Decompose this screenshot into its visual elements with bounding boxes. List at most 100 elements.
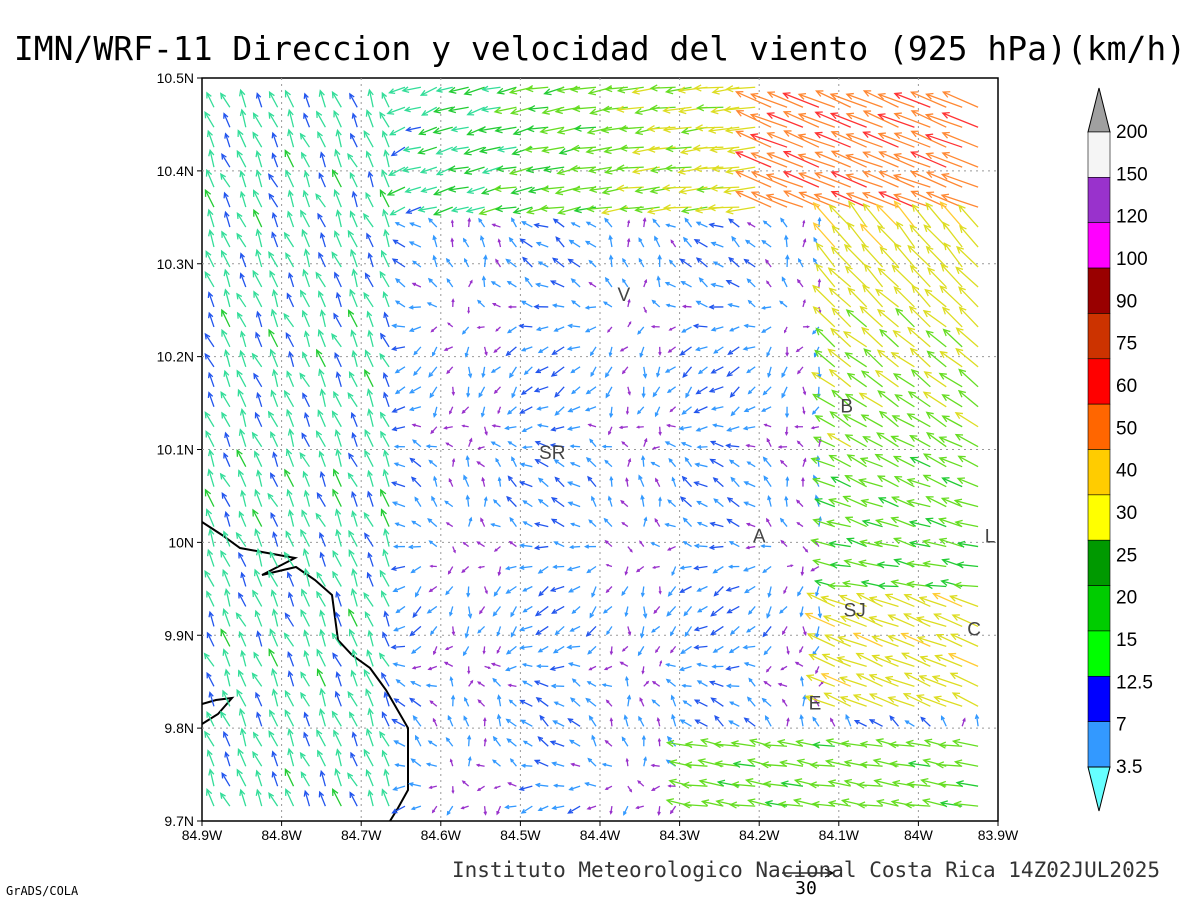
wind-vector xyxy=(616,105,644,113)
wind-vector xyxy=(432,646,438,656)
wind-vector xyxy=(238,551,247,567)
wind-vector xyxy=(467,217,472,228)
wind-vector xyxy=(367,408,374,427)
wind-vector xyxy=(382,631,390,647)
wind-vector xyxy=(935,633,963,647)
wind-vector xyxy=(943,242,963,268)
wind-vector xyxy=(893,242,915,268)
wind-vector xyxy=(348,549,358,567)
wind-vector xyxy=(551,605,565,614)
wind-vector xyxy=(412,606,422,619)
wind-vector xyxy=(392,585,406,593)
wind-vector xyxy=(781,626,788,636)
wind-vector xyxy=(491,759,501,767)
wind-vector xyxy=(220,628,231,647)
wind-vector xyxy=(549,280,565,288)
wind-vector xyxy=(206,749,215,767)
wind-vector xyxy=(723,105,756,114)
wind-vector xyxy=(236,292,247,308)
wind-vector xyxy=(207,468,215,487)
wind-vector xyxy=(285,252,295,268)
wind-vector xyxy=(806,633,836,647)
wind-vector xyxy=(709,440,724,448)
wind-vector xyxy=(507,305,517,309)
wind-vector xyxy=(208,691,215,707)
wind-vector xyxy=(351,648,358,667)
wind-vector xyxy=(493,386,501,394)
wind-vector xyxy=(287,509,295,527)
wind-vector xyxy=(802,386,807,396)
wind-vector xyxy=(859,457,883,468)
wind-vector xyxy=(879,246,899,268)
wind-vector xyxy=(827,348,852,368)
wind-vector xyxy=(941,415,963,428)
wind-vector xyxy=(549,665,565,671)
wind-vector xyxy=(205,430,215,448)
wind-vector xyxy=(812,222,836,248)
wind-vector xyxy=(207,291,215,308)
wind-vector xyxy=(566,426,581,431)
wind-vector xyxy=(332,570,342,587)
wind-vector xyxy=(666,545,676,551)
wind-vector xyxy=(383,391,390,407)
wind-vector xyxy=(631,146,660,155)
wind-vector xyxy=(922,453,947,468)
wind-vector xyxy=(523,366,533,376)
wind-vector xyxy=(255,769,263,787)
wind-vector xyxy=(643,278,648,288)
wind-vector xyxy=(806,592,836,608)
wind-vector xyxy=(550,497,565,508)
wind-vector xyxy=(390,481,406,488)
wind-vector xyxy=(887,696,915,707)
wind-vector xyxy=(447,566,454,575)
wind-vector xyxy=(845,92,883,108)
wind-vector xyxy=(447,714,454,727)
wind-vector xyxy=(567,323,581,329)
wind-vector xyxy=(571,300,581,308)
wind-vector xyxy=(653,606,661,615)
wind-vector xyxy=(285,169,295,188)
wind-vector xyxy=(404,186,422,194)
wind-vector xyxy=(522,605,533,613)
wind-vector xyxy=(710,326,724,332)
wind-vector xyxy=(505,665,517,672)
wind-vector xyxy=(605,586,613,594)
wind-vector xyxy=(351,490,358,507)
wind-vector xyxy=(303,731,311,747)
wind-vector xyxy=(698,778,724,787)
wind-vector xyxy=(350,329,358,348)
wind-vector xyxy=(906,477,931,488)
wind-vector xyxy=(831,389,852,408)
wind-vector xyxy=(815,242,836,268)
wind-vector xyxy=(379,730,390,747)
wind-vector xyxy=(239,408,247,427)
wind-vector xyxy=(403,106,422,113)
wind-vector xyxy=(708,304,724,310)
wind-vector xyxy=(462,541,470,548)
wind-vector xyxy=(452,546,456,554)
wind-vector xyxy=(268,792,279,807)
wind-vector xyxy=(941,151,979,168)
wind-vector xyxy=(861,191,899,208)
wind-vector xyxy=(784,426,789,437)
colorbar-label: 100 xyxy=(1116,249,1148,270)
wind-vector xyxy=(317,290,326,308)
wind-vector xyxy=(366,649,374,667)
wind-vector xyxy=(714,714,724,727)
wind-vector xyxy=(481,275,487,288)
wind-vector xyxy=(878,151,915,168)
wind-vector xyxy=(420,186,437,193)
wind-vector xyxy=(767,366,772,378)
wind-vector xyxy=(845,112,883,128)
wind-vector xyxy=(608,254,614,268)
wind-vector xyxy=(335,448,342,467)
wind-vector xyxy=(427,217,438,228)
colorbar-segment xyxy=(1087,449,1111,496)
wind-vector xyxy=(444,500,454,508)
wind-vector xyxy=(223,210,231,228)
wind-vector xyxy=(827,267,852,288)
wind-vector xyxy=(873,539,899,548)
wind-vector xyxy=(890,435,915,448)
wind-vector xyxy=(922,309,947,328)
wind-vector xyxy=(670,239,677,248)
